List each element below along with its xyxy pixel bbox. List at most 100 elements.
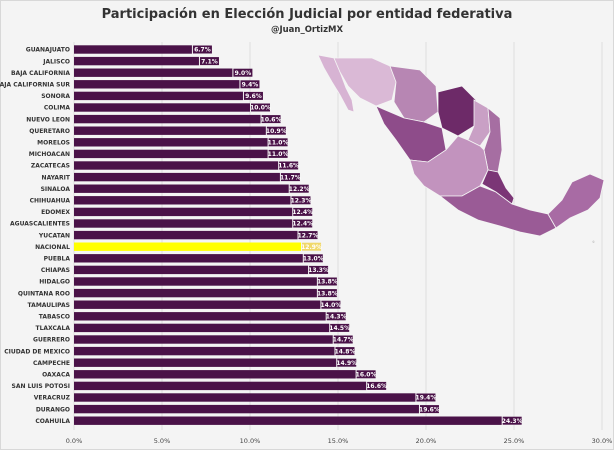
- value-label: 13.0%: [303, 256, 324, 263]
- category-label: SINALOA: [41, 186, 71, 193]
- bar-veracruz: [74, 393, 416, 402]
- category-label: CIUDAD DE MEXICO: [4, 348, 70, 355]
- category-label: QUINTANA ROO: [18, 290, 70, 297]
- bar-san-luis-potosi: [74, 381, 367, 391]
- value-label: 12.4%: [292, 209, 313, 216]
- value-label-bg: [309, 265, 329, 274]
- bar-hidalgo: [74, 277, 317, 286]
- value-label: 14.5%: [329, 325, 350, 332]
- category-label: GUANAJUATO: [26, 47, 70, 54]
- bar-sonora: [74, 91, 243, 101]
- category-label: TLAXCALA: [36, 325, 71, 332]
- value-label-bg: [416, 393, 436, 402]
- category-label: NUEVO LEON: [26, 116, 70, 123]
- bar-baja-california-sur: [74, 80, 240, 89]
- value-label: 16.0%: [356, 372, 377, 379]
- category-label: HIDALGO: [39, 279, 70, 286]
- bar-ciudad-de-mexico: [74, 346, 335, 356]
- value-label-bg: [293, 219, 313, 228]
- bar-tlaxcala: [74, 323, 330, 333]
- value-label-bg: [321, 300, 341, 309]
- x-tick-label: 10.0%: [240, 437, 261, 445]
- category-label: PUEBLA: [44, 256, 71, 263]
- category-label: CAMPECHE: [33, 360, 70, 367]
- value-label-bg: [317, 277, 337, 286]
- value-label-bg: [302, 242, 322, 251]
- value-label: 16.6%: [366, 383, 387, 390]
- category-label: TAMAULIPAS: [28, 302, 70, 309]
- value-label: 9.0%: [235, 70, 252, 77]
- bar-colima: [74, 103, 250, 112]
- map-veracruz: [481, 169, 515, 205]
- value-label-bg: [261, 115, 281, 124]
- value-label-bg: [335, 347, 355, 356]
- bar-baja-california: [74, 68, 233, 77]
- category-label: BAJA CALIFORNIA: [11, 70, 70, 77]
- map-coahuila: [437, 85, 477, 137]
- value-label-bg: [502, 416, 522, 425]
- value-label: 14.3%: [326, 314, 347, 321]
- bar-zacatecas: [74, 161, 279, 170]
- value-label-bg: [268, 149, 288, 158]
- value-label: 24.3%: [502, 418, 523, 425]
- category-label: NAYARIT: [42, 174, 71, 181]
- category-label: CHIHUAHUA: [30, 198, 71, 205]
- bar-edomex: [74, 207, 293, 217]
- value-label-bg: [266, 126, 286, 135]
- value-label-bg: [289, 184, 309, 193]
- bar-chiapas: [74, 265, 309, 275]
- category-label: OAXACA: [42, 372, 70, 379]
- value-label: 14.8%: [335, 348, 356, 355]
- category-label: QUERETARO: [29, 128, 70, 135]
- value-label: 11.0%: [268, 140, 289, 147]
- value-label-bg: [326, 312, 346, 321]
- bar-puebla: [74, 254, 303, 263]
- value-label-bg: [330, 323, 350, 332]
- x-axis-ticks: 0.0% 5.0% 10.0% 15.0% 20.0% 25.0% 30.0%: [66, 437, 613, 445]
- value-label-bg: [303, 254, 323, 263]
- bar-oaxaca: [74, 370, 356, 379]
- value-label-bg: [199, 57, 219, 66]
- value-labels: 6.7% 7.1% 9.0% 9.4% 9.6% 10.0% 10.6% 10.9% 11.0%…: [192, 45, 523, 425]
- value-label: 11.7%: [280, 174, 301, 181]
- category-label: COLIMA: [44, 105, 71, 112]
- value-label-bg: [280, 173, 300, 182]
- value-label-bg: [268, 138, 288, 147]
- value-label: 12.9%: [301, 244, 322, 251]
- category-label: NACIONAL: [35, 244, 70, 251]
- value-label-bg: [279, 161, 299, 170]
- category-label: AGUASCALIENTES: [10, 221, 70, 228]
- map-sonora: [333, 57, 397, 107]
- bar-jalisco: [74, 56, 199, 66]
- map-center: [409, 135, 489, 197]
- value-label-bg: [367, 381, 387, 390]
- value-label: 10.6%: [261, 116, 282, 123]
- value-label: 10.9%: [266, 128, 287, 135]
- bar-michoacan: [74, 149, 268, 159]
- value-label: 6.7%: [194, 47, 211, 54]
- bar-yucatan: [74, 230, 298, 240]
- bar-nuevo-leon: [74, 114, 261, 124]
- category-label: SAN LUIS POTOSI: [12, 383, 70, 390]
- chart-subtitle: @Juan_OrtizMX: [270, 25, 344, 35]
- value-label: 10.0%: [250, 105, 271, 112]
- value-label: 9.6%: [245, 93, 262, 100]
- value-label: 19.6%: [419, 406, 440, 413]
- bar-durango: [74, 404, 419, 414]
- value-label-bg: [243, 91, 263, 100]
- value-label-bg: [333, 335, 353, 344]
- value-label: 12.7%: [298, 232, 319, 239]
- chart-title: Participación en Elección Judicial por e…: [101, 7, 513, 22]
- bar-guerrero: [74, 335, 333, 344]
- value-label: 12.2%: [289, 186, 310, 193]
- value-label-bg: [337, 358, 357, 367]
- category-label: YUCATAN: [38, 232, 70, 239]
- value-label-bg: [240, 80, 260, 89]
- map-attribution: ©: [592, 240, 595, 244]
- category-label: MICHOACAN: [29, 151, 70, 158]
- category-label: TABASCO: [39, 314, 70, 321]
- mexico-map-image: ©: [317, 54, 605, 244]
- bar-chihuahua: [74, 196, 291, 205]
- x-tick-label: 5.0%: [154, 437, 171, 445]
